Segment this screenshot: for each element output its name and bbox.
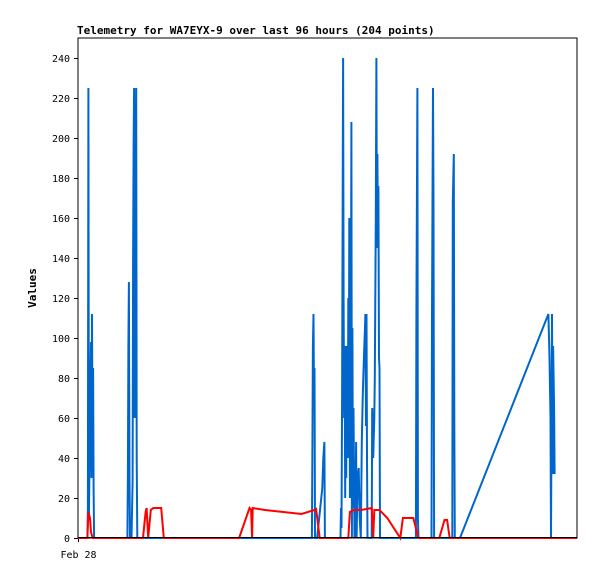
y-tick-label: 200 (52, 134, 70, 145)
y-tick-label: 140 (52, 254, 70, 265)
y-tick-label: 160 (52, 214, 70, 225)
y-tick-label: 120 (52, 294, 70, 305)
y-tick-label: 20 (58, 494, 70, 505)
y-tick-label: 180 (52, 174, 70, 185)
y-axis: 0 20 40 60 80 100 120 140 160 180 200 220 240 (52, 54, 78, 545)
x-tick-label: Feb 28 (60, 550, 96, 561)
series-line-2 (78, 505, 577, 541)
y-tick-label: 100 (52, 334, 70, 345)
y-tick-label: 220 (52, 94, 70, 105)
y-tick-label: 0 (64, 534, 70, 545)
plot-area (77, 37, 578, 539)
chart-title: Telemetry for WA7EYX-9 over last 96 hour… (77, 24, 435, 37)
y-tick-label: 80 (58, 374, 70, 385)
y-tick-label: 40 (58, 454, 70, 465)
y-tick-label: 240 (52, 54, 70, 65)
y-tick-label: 60 (58, 414, 70, 425)
y-axis-label: Values (26, 268, 39, 308)
